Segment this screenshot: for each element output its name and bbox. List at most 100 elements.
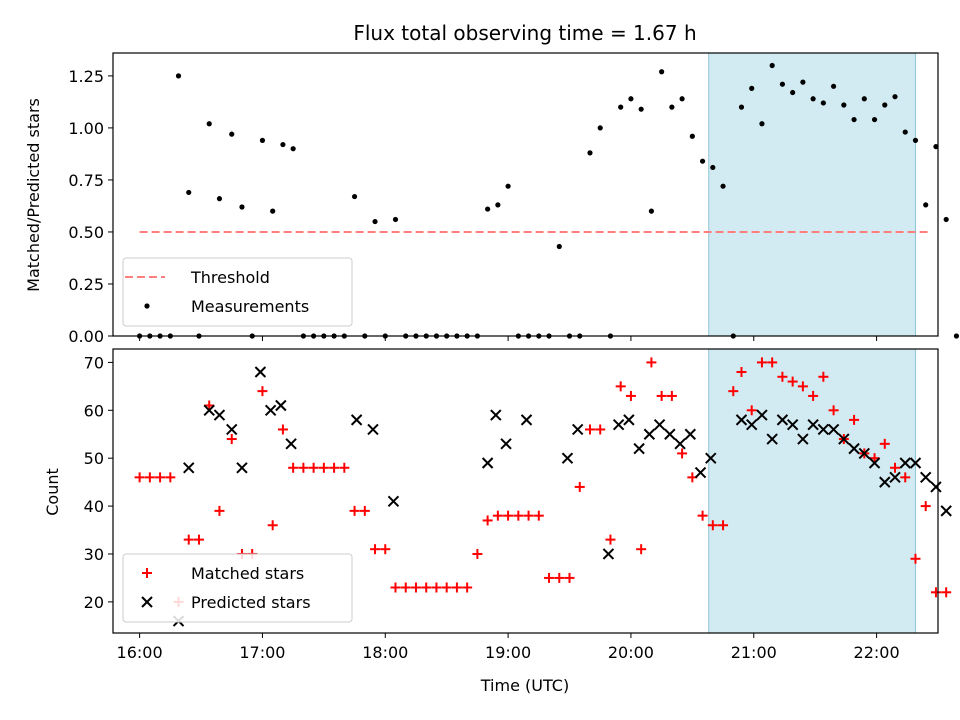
measurement-point bbox=[351, 193, 358, 200]
matched-star-point bbox=[728, 386, 739, 397]
matched-star-point bbox=[410, 582, 421, 593]
measurement-point bbox=[810, 96, 816, 102]
measurement-point bbox=[759, 121, 765, 127]
measurement-point bbox=[892, 94, 898, 100]
predicted-star-point bbox=[226, 423, 238, 436]
x-tick-label: 22:00 bbox=[854, 643, 900, 662]
x-tick-label: 18:00 bbox=[362, 643, 408, 662]
predicted-star-point bbox=[797, 433, 809, 445]
matched-star-point bbox=[214, 505, 225, 516]
matched-star-point bbox=[756, 357, 767, 368]
predicted-star-point bbox=[264, 404, 277, 417]
matched-star-point bbox=[482, 515, 493, 526]
measurement-point bbox=[699, 158, 706, 164]
matched-star-point bbox=[595, 424, 606, 435]
legend-box bbox=[122, 553, 353, 623]
count-panel: Count Time (UTC) 20 30 40 50 60 70 16:00 17:00… bbox=[43, 348, 952, 695]
predicted-star-point bbox=[920, 471, 932, 484]
measurement-point bbox=[290, 146, 296, 152]
matched-star-point bbox=[144, 472, 155, 483]
predicted-star-point bbox=[203, 404, 215, 417]
matched-star-point bbox=[818, 371, 829, 382]
matched-star-point bbox=[308, 462, 319, 473]
matched-star-point bbox=[920, 501, 931, 512]
predicted-star-point bbox=[367, 423, 379, 436]
x-tick-label: 21:00 bbox=[731, 643, 777, 662]
matched-star-point bbox=[359, 505, 370, 516]
predicted-star-point bbox=[838, 433, 850, 445]
y-tick-label: 0.50 bbox=[68, 223, 104, 242]
matched-star-point bbox=[615, 381, 626, 392]
predicted-star-point bbox=[827, 423, 840, 436]
y-tick-label: 0.00 bbox=[68, 327, 104, 346]
predicted-star-point bbox=[766, 433, 778, 445]
y-axis-label: Matched/Predicted stars bbox=[24, 98, 43, 292]
matched-star-point bbox=[390, 582, 401, 593]
predicted-stars-points bbox=[172, 366, 952, 627]
matched-star-point bbox=[636, 544, 647, 555]
shaded-interval bbox=[708, 348, 916, 634]
predicted-star-point bbox=[756, 409, 768, 421]
matched-star-point bbox=[400, 582, 411, 593]
legend: Matched stars Predicted stars bbox=[122, 553, 353, 623]
predicted-star-point bbox=[899, 457, 911, 469]
matched-star-point bbox=[849, 414, 860, 425]
predicted-star-point bbox=[746, 418, 758, 431]
measurement-point bbox=[790, 89, 796, 96]
matched-star-point bbox=[574, 481, 585, 492]
matched-star-point bbox=[298, 462, 309, 473]
predicted-star-point bbox=[561, 452, 574, 464]
predicted-star-point bbox=[889, 471, 901, 484]
matched-star-point bbox=[777, 371, 788, 382]
matched-star-point bbox=[339, 462, 350, 473]
legend-item: Threshold bbox=[125, 268, 270, 287]
measurement-point bbox=[871, 116, 878, 123]
matched-star-point bbox=[554, 572, 565, 583]
x-axis-ticks: 16:00 17:00 18:00 19:00 20:00 21:00 22:00 bbox=[117, 633, 900, 662]
chart-title: Flux total observing time = 1.67 h bbox=[353, 21, 696, 45]
predicted-star-point bbox=[183, 462, 195, 474]
matched-star-point bbox=[584, 424, 595, 435]
y-tick-label: 0.25 bbox=[68, 275, 104, 294]
matched-star-point bbox=[193, 534, 204, 545]
x-axis-ticks bbox=[139, 336, 878, 341]
predicted-star-point bbox=[500, 438, 512, 450]
legend-label: Measurements bbox=[191, 297, 309, 316]
measurement-point bbox=[638, 106, 644, 112]
matched-star-point bbox=[656, 390, 667, 401]
measurement-point bbox=[186, 189, 192, 196]
predicted-star-point bbox=[674, 438, 686, 450]
matched-star-point bbox=[451, 582, 462, 593]
predicted-star-point bbox=[776, 414, 789, 426]
predicted-star-point bbox=[387, 495, 400, 508]
matched-star-point bbox=[900, 472, 911, 483]
predicted-star-point bbox=[684, 428, 697, 440]
matched-star-point bbox=[767, 357, 778, 368]
predicted-star-point bbox=[490, 409, 502, 421]
matched-star-point bbox=[746, 405, 757, 416]
measurement-point bbox=[923, 202, 929, 208]
matched-star-point bbox=[277, 424, 288, 435]
matched-star-point bbox=[503, 510, 514, 521]
predicted-star-point bbox=[481, 457, 494, 469]
matched-star-point bbox=[329, 462, 340, 473]
matched-star-point bbox=[869, 453, 880, 464]
matched-star-point bbox=[204, 400, 215, 411]
y-tick-label: 50 bbox=[84, 449, 104, 468]
predicted-star-point bbox=[817, 423, 830, 436]
legend-item: Measurements bbox=[144, 297, 309, 316]
measurement-point bbox=[597, 125, 603, 131]
measurement-point bbox=[779, 81, 786, 87]
predicted-star-point bbox=[858, 447, 871, 460]
measurement-point bbox=[648, 208, 654, 214]
measurement-point bbox=[372, 218, 378, 225]
measurement-point bbox=[830, 83, 837, 89]
matched-star-point bbox=[441, 582, 452, 593]
measurement-point bbox=[710, 164, 716, 171]
matched-star-point bbox=[797, 381, 808, 392]
matched-star-point bbox=[165, 472, 176, 483]
measurement-point bbox=[882, 102, 888, 108]
y-tick-label: 1.25 bbox=[68, 67, 104, 86]
matched-star-point bbox=[349, 505, 360, 516]
predicted-star-point bbox=[275, 399, 287, 412]
